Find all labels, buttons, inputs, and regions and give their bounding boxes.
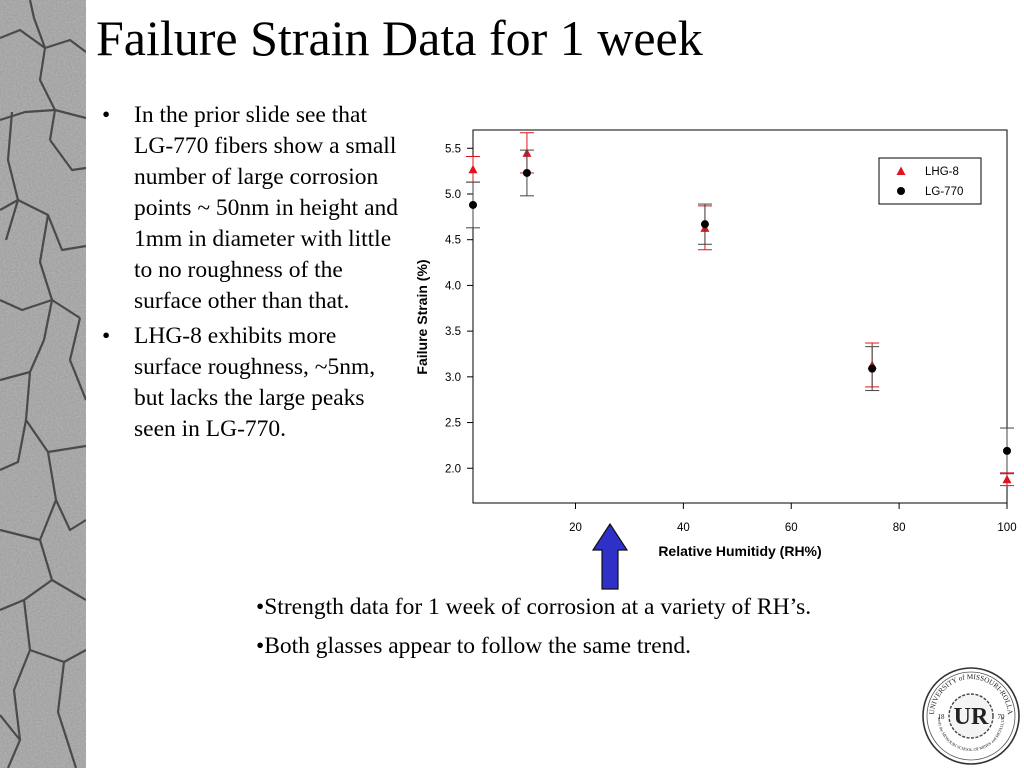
plot-frame [472, 129, 1008, 504]
plot-axes: 2.0 2.5 3.0 3.5 4.0 4.5 5.0 5.5 20 40 60 80 100 [445, 129, 1017, 534]
data-point-circle [700, 220, 709, 229]
data-point-triangle [1002, 474, 1012, 484]
legend-label: LG-770 [925, 186, 963, 198]
data-point-circle [1003, 446, 1011, 455]
note-text: •Both glasses appear to follow the same … [256, 633, 692, 659]
y-tick-label: 3.5 [445, 326, 461, 338]
data-point-circle [868, 364, 877, 373]
seal-monogram: UR [954, 704, 989, 730]
slide-title: Failure Strain Data for 1 week [96, 10, 703, 66]
failure-strain-chart: 2.0 2.5 3.0 3.5 4.0 4.5 5.0 5.5 20 40 60 80 100 LHG-… [414, 129, 1017, 590]
data-point-triangle [468, 164, 478, 174]
series-lg-770 [466, 149, 1014, 475]
y-tick-label: 4.5 [445, 235, 461, 247]
seal-year-left: 18 [938, 713, 946, 721]
university-seal-icon: UNIVERSITY of MISSOURI-ROLLA Formerly th… [921, 666, 1020, 765]
x-tick-label: 20 [569, 522, 582, 534]
bullet-item: LHG-8 exhibits more surface roughness, ~… [100, 321, 400, 445]
note-text: •Strength data for 1 week of corrosion a… [256, 594, 812, 620]
y-tick-label: 3.0 [445, 372, 461, 384]
bullet-list: In the prior slide see that LG-770 fiber… [100, 100, 400, 449]
data-point-circle [522, 168, 531, 177]
y-axis-label: Failure Strain (%) [414, 259, 430, 374]
legend-marker [897, 187, 905, 195]
x-tick-label: 40 [677, 522, 690, 534]
x-tick-label: 60 [785, 522, 798, 534]
y-tick-label: 2.0 [445, 463, 461, 475]
x-tick-label: 80 [893, 522, 906, 534]
data-point-circle [469, 200, 477, 209]
chart-legend: LHG-8 LG-770 [878, 157, 982, 205]
legend-marker [896, 166, 906, 175]
y-tick-label: 5.5 [445, 143, 461, 155]
x-axis-label: Relative Humitidy (RH%) [658, 543, 821, 559]
x-tick-label: 100 [997, 522, 1016, 534]
legend-box [878, 157, 982, 205]
plot-marks [466, 132, 1014, 487]
notes: •Strength data for 1 week of corrosion a… [256, 592, 896, 670]
bullet-item: In the prior slide see that LG-770 fiber… [100, 100, 400, 317]
y-tick-label: 4.0 [445, 280, 461, 292]
seal-year-right: 70 [998, 713, 1006, 721]
cracked-surface-texture [0, 0, 86, 768]
y-tick-label: 5.0 [445, 189, 461, 201]
y-tick-label: 2.5 [445, 418, 461, 430]
legend-label: LHG-8 [925, 166, 959, 178]
up-arrow-icon [591, 522, 629, 590]
